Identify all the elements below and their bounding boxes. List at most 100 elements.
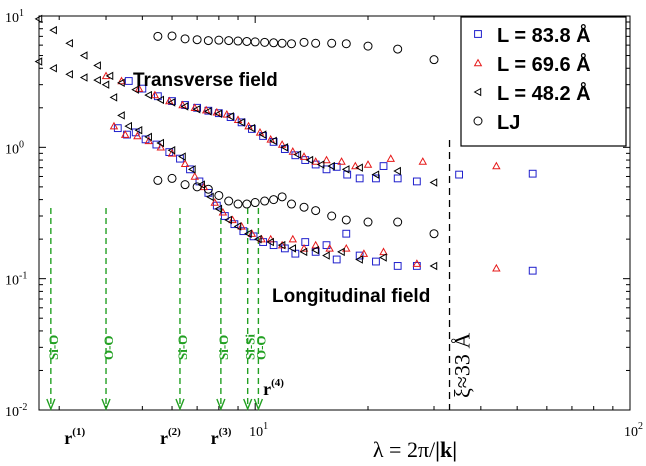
r-label: r(1) — [64, 426, 85, 448]
data-point — [65, 70, 73, 79]
data-point — [355, 255, 363, 264]
data-point — [192, 35, 202, 45]
data-point — [299, 243, 309, 252]
data-point — [301, 156, 310, 164]
marker-label: O-O — [101, 335, 116, 360]
x-axis-label-bold: |k| — [435, 437, 457, 462]
data-point — [287, 39, 297, 49]
longitudinal-field-label: Longitudinal field — [272, 286, 430, 307]
svg-text:λ = 2π/|k|: λ = 2π/|k| — [373, 437, 457, 462]
data-point — [65, 39, 73, 48]
marker-label: Si-O — [175, 335, 190, 360]
data-point — [288, 147, 298, 155]
data-point — [311, 206, 321, 216]
data-point — [180, 159, 190, 167]
data-point — [167, 146, 176, 155]
marker-arrow — [46, 398, 56, 411]
r-label-base: r — [64, 428, 72, 448]
data-point — [93, 61, 101, 70]
data-point — [247, 229, 257, 237]
data-point — [167, 98, 176, 107]
y-tick-label: 10-1 — [5, 271, 27, 289]
data-point — [167, 173, 177, 183]
data-point — [233, 36, 243, 46]
data-point — [277, 240, 287, 249]
marker-label: Si-O — [216, 335, 231, 360]
data-point — [299, 247, 308, 257]
data-point — [109, 93, 118, 102]
data-point — [287, 199, 297, 209]
data-point — [153, 175, 163, 185]
data-point — [226, 112, 234, 121]
data-point — [277, 140, 287, 148]
data-point — [204, 106, 213, 115]
data-point — [332, 255, 341, 264]
y-tick-mantissa: 10 — [5, 405, 19, 420]
data-point — [224, 215, 232, 225]
data-point — [293, 150, 302, 159]
y-tick-exponent: -2 — [19, 402, 27, 413]
data-points — [34, 14, 537, 275]
y-tick-exponent: -1 — [19, 271, 27, 282]
data-point — [412, 259, 422, 267]
data-point — [79, 73, 88, 82]
data-point — [101, 80, 110, 89]
data-point — [372, 174, 380, 183]
data-point — [363, 41, 373, 51]
legend-label: L = 83.8 Å — [497, 23, 591, 47]
data-point — [180, 180, 190, 190]
x-tick-mantissa: 10 — [624, 425, 638, 440]
data-point — [180, 102, 189, 111]
r-label-base: r — [211, 428, 219, 448]
y-tick-label: 100 — [5, 139, 24, 157]
data-point — [280, 143, 289, 152]
data-point — [260, 196, 270, 206]
data-point — [379, 247, 388, 256]
data-point — [393, 262, 402, 270]
data-point — [341, 39, 351, 49]
data-point — [371, 170, 380, 179]
data-point — [322, 155, 331, 164]
data-point — [190, 172, 200, 180]
y-tick-label: 10-2 — [5, 402, 27, 420]
data-point — [192, 182, 202, 192]
data-point — [224, 36, 234, 46]
data-point — [178, 152, 186, 161]
data-point — [418, 157, 428, 165]
y-tick-mantissa: 10 — [5, 11, 19, 26]
data-point — [247, 123, 256, 133]
data-point — [277, 192, 287, 202]
data-point — [117, 76, 126, 85]
data-point — [233, 199, 243, 209]
r-label-sup: (1) — [72, 426, 85, 438]
data-point — [266, 134, 275, 143]
data-point — [134, 84, 144, 92]
data-point — [322, 165, 331, 174]
data-point — [214, 109, 223, 118]
data-point — [269, 136, 277, 146]
data-point — [332, 162, 341, 171]
data-point — [337, 247, 345, 257]
data-point — [269, 38, 279, 48]
data-point — [233, 222, 242, 231]
data-point — [337, 157, 346, 165]
legend-label: L = 69.6 Å — [497, 52, 591, 76]
data-point — [492, 161, 501, 170]
y-tick-label: 101 — [5, 8, 24, 26]
data-point — [109, 121, 119, 130]
legend-marker — [473, 116, 483, 126]
data-point — [379, 162, 388, 170]
data-point — [327, 38, 337, 48]
data-point — [203, 36, 213, 46]
r-label-sup: (4) — [271, 377, 284, 389]
data-point — [412, 177, 421, 186]
data-point — [363, 160, 373, 168]
data-point — [180, 34, 190, 44]
transverse-field-label: Transverse field — [133, 70, 278, 91]
data-point — [305, 155, 314, 165]
data-point — [131, 85, 139, 94]
data-point — [258, 130, 267, 139]
data-point — [138, 84, 147, 93]
xi-label: ξ≈33 Å — [450, 333, 475, 398]
data-point — [150, 90, 160, 99]
